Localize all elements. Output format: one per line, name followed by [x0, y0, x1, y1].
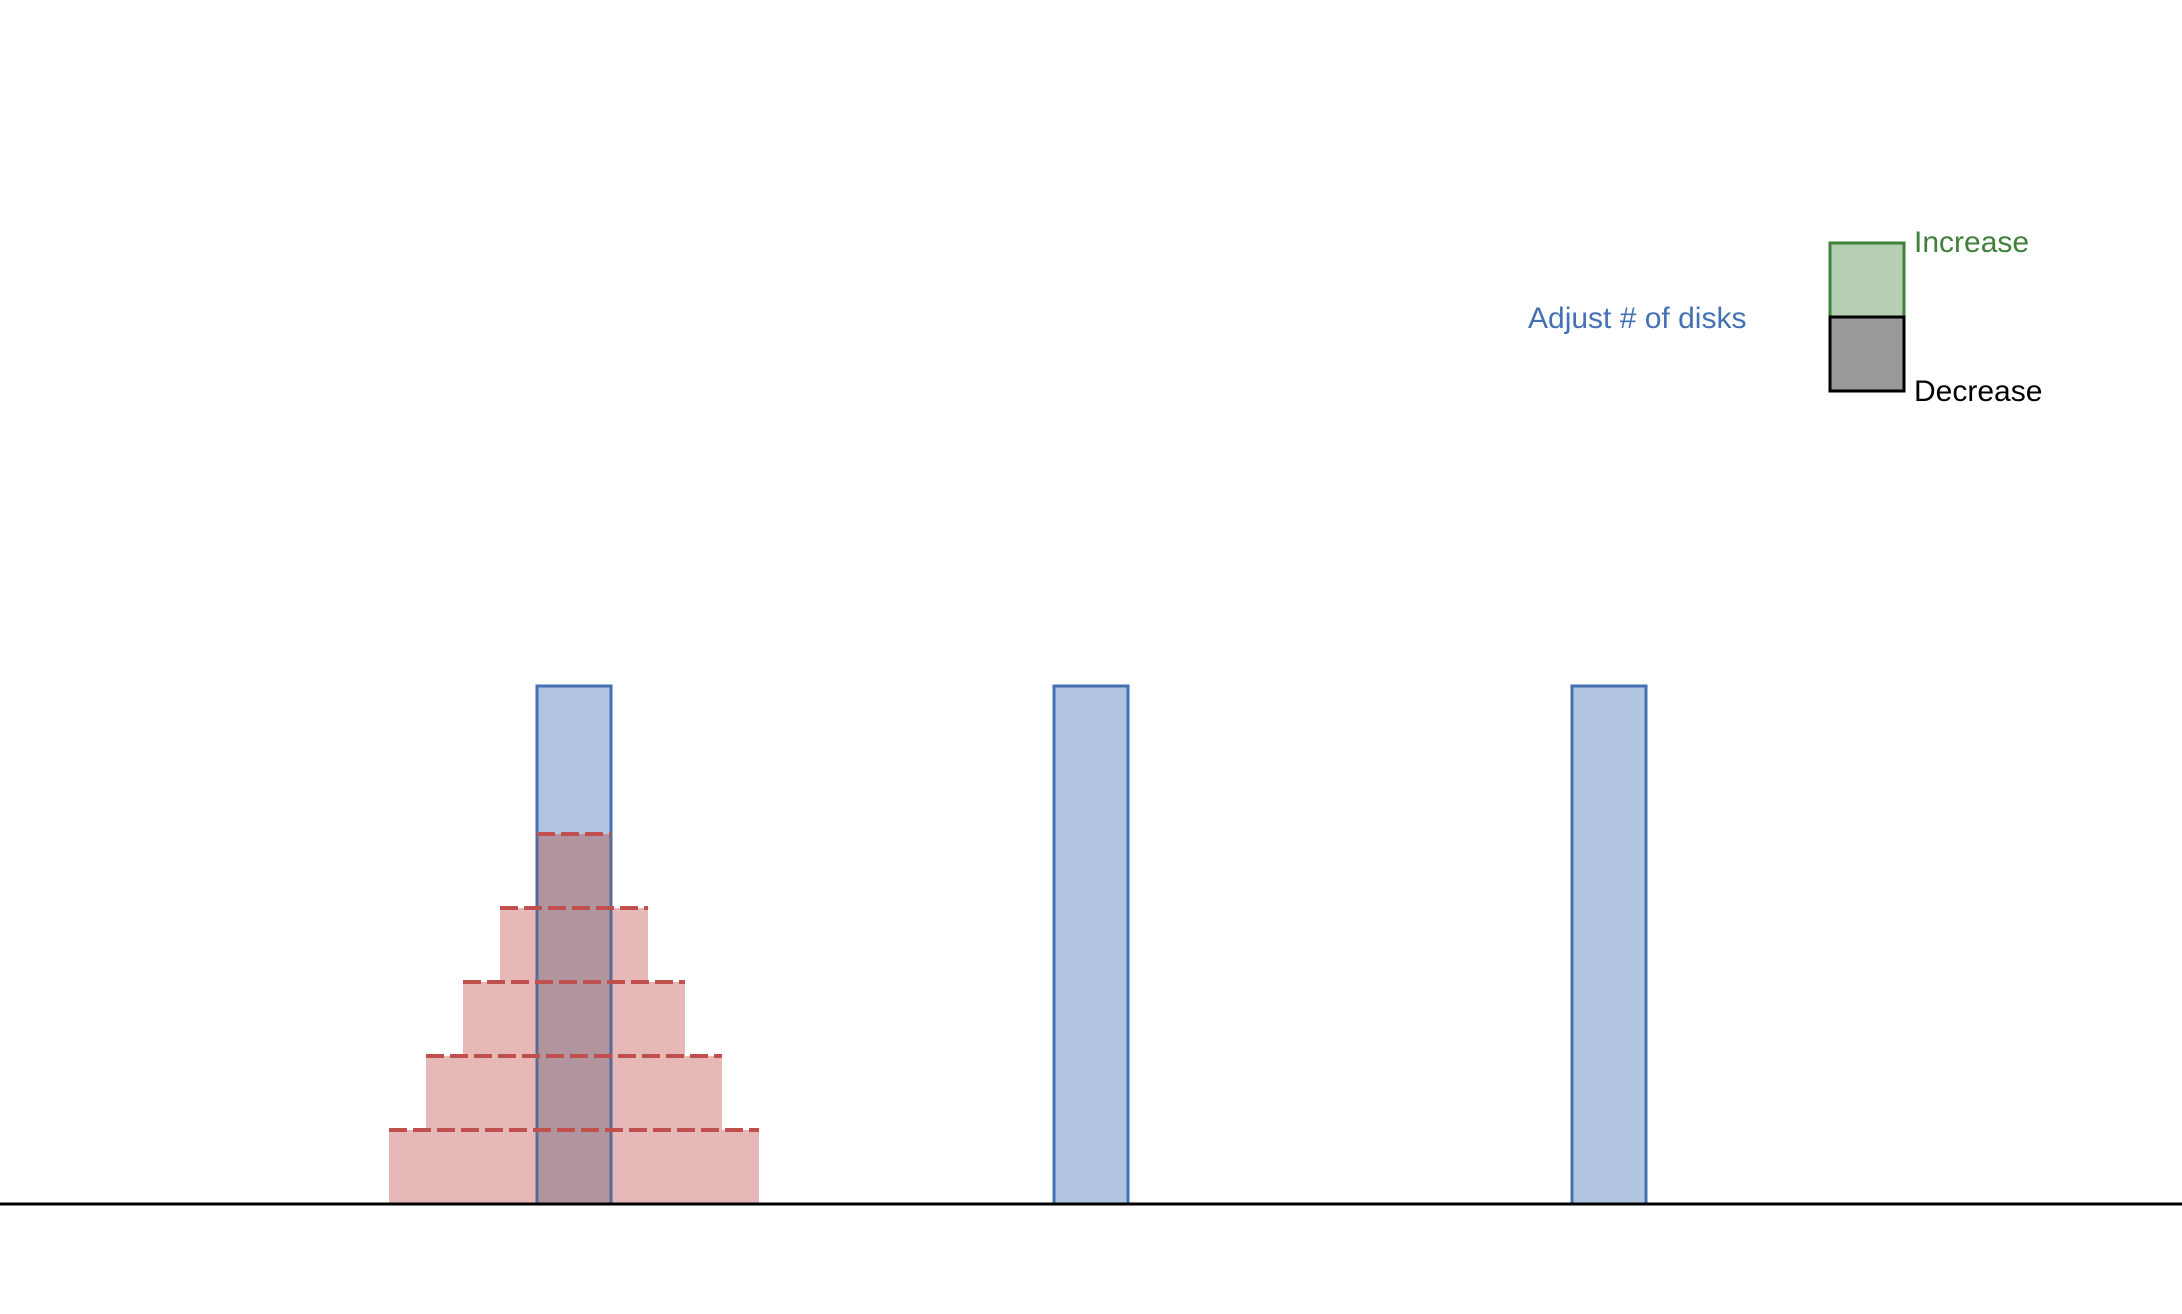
- disk-2-peg-overlap: [537, 908, 611, 982]
- disk-5-peg-overlap: [537, 1130, 611, 1204]
- peg-3[interactable]: [1570, 684, 1648, 1206]
- peg-2[interactable]: [1052, 684, 1130, 1206]
- disk-1-peg-overlap: [537, 834, 611, 908]
- disk-peg-overlaps: [535, 834, 613, 1204]
- pegs: [535, 684, 1648, 1206]
- increase-label[interactable]: Increase: [1914, 226, 2029, 259]
- disk-3-peg-overlap: [537, 982, 611, 1056]
- decrease-button[interactable]: [1828, 315, 1906, 393]
- disk-dashed-edges: [389, 832, 759, 1132]
- decrease-label[interactable]: Decrease: [1914, 375, 2042, 408]
- disk-4-peg-overlap: [537, 1056, 611, 1130]
- adjust-disks-label: Adjust # of disks: [1528, 302, 1746, 335]
- increase-button[interactable]: [1828, 241, 1906, 319]
